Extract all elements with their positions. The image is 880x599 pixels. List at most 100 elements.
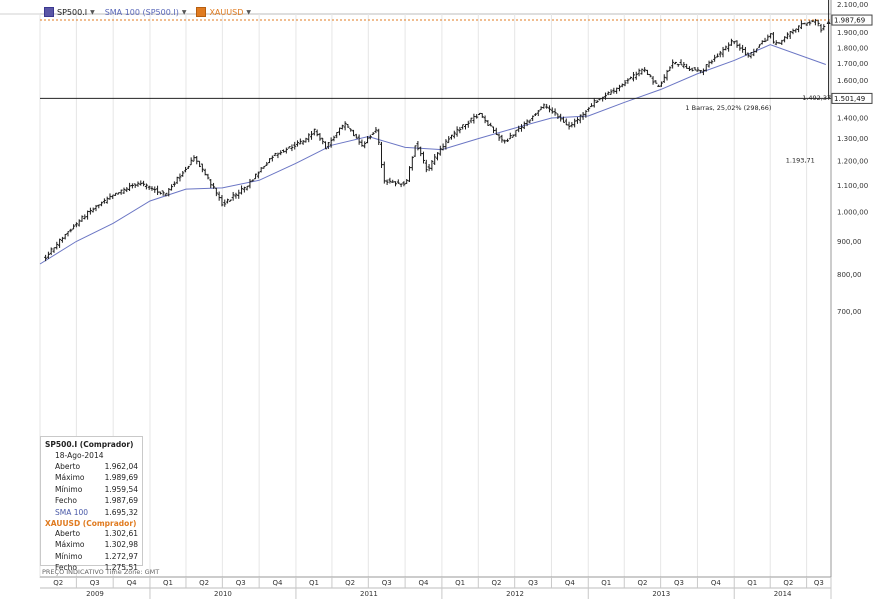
right-tick-label: 2.100,00	[837, 1, 868, 9]
tooltip-row: Máximo 1.302,98	[45, 539, 138, 550]
legend-sma-label: SMA 100 (SP500.I)	[104, 7, 179, 17]
tooltip-row-value: 1.695,32	[104, 507, 138, 517]
tooltip-row-label: Máximo	[55, 473, 85, 483]
right-tick-label: 1.400,00	[837, 114, 868, 122]
legend-sp500[interactable]: SP500.I ▼	[44, 7, 95, 17]
right-axis: 700,00 800,00 900,00 1.000,00 1.100,00 1.200,…	[837, 1, 868, 316]
year-label: 2013	[652, 590, 670, 598]
quarter-label: Q2	[783, 579, 793, 587]
quarter-label: Q1	[747, 579, 757, 587]
quarter-label: Q4	[273, 579, 284, 587]
quarter-label: Q3	[236, 579, 246, 587]
quarter-label: Q1	[455, 579, 465, 587]
tooltip-row: Fecho 1.275,51	[45, 562, 138, 573]
tooltip-row: Mínimo 1.272,97	[45, 551, 138, 562]
tooltip-row-value: 1.272,97	[104, 551, 138, 561]
right-tick-label: 1.600,00	[837, 77, 868, 85]
chevron-down-icon[interactable]: ▼	[181, 8, 187, 16]
annotation-label: 1.492,37	[802, 94, 831, 102]
x-axis: Q2 Q3 Q4 Q1 Q2 Q3 Q4 Q1 Q2 Q3 Q4 Q1 Q2 Q3 Q4 Q1 Q2 Q3 Q4 Q1…	[40, 576, 832, 599]
tooltip-row: Mínimo 1.959,54	[45, 484, 138, 495]
tooltip-date: 18-Ago-2014	[55, 451, 104, 460]
right-tick-label: 1.900,00	[837, 29, 868, 37]
grid	[39, 14, 808, 577]
tooltip-gold-title: XAUUSD (Comprador)	[45, 519, 137, 529]
chart-legend: SP500.I ▼ SMA 100 (SP500.I) ▼ XAUUSD ▼	[44, 4, 251, 20]
tooltip-row: Fecho 1.987,69	[45, 495, 138, 506]
plot-area	[39, 13, 832, 578]
legend-sma[interactable]: SMA 100 (SP500.I) ▼	[105, 8, 187, 17]
tooltip-row: Aberto 1.302,61	[45, 528, 138, 539]
sp500-series	[44, 18, 826, 262]
quarter-label: Q1	[309, 579, 319, 587]
tooltip-row: Aberto 1.962,04	[45, 461, 138, 472]
legend-sp500-label: SP500.I	[57, 7, 88, 17]
footnote: PREÇO INDICATIVO Time Zone: GMT	[42, 568, 160, 576]
year-label: 2009	[86, 590, 104, 598]
tooltip-row-value: 1.989,69	[104, 473, 138, 483]
tooltip-row-label: Máximo	[55, 540, 85, 550]
legend-gold[interactable]: XAUUSD ▼	[196, 7, 251, 17]
right-tick-label: 1.100,00	[837, 182, 868, 190]
right-tick-label: 1.300,00	[837, 135, 868, 143]
tooltip-row-label: Mínimo	[55, 551, 83, 561]
right-tick-label: 800,00	[837, 271, 862, 279]
right-tick-label: 900,00	[837, 238, 862, 246]
right-tick-label: 1.800,00	[837, 44, 868, 52]
tooltip-row-label: Fecho	[55, 496, 77, 506]
quarter-label: Q3	[674, 579, 684, 587]
quarter-label: Q2	[492, 579, 502, 587]
tooltip-row-value: 1.959,54	[104, 484, 138, 494]
quarter-label: Q2	[345, 579, 355, 587]
legend-gold-label: XAUUSD	[209, 7, 244, 17]
quarter-label: Q1	[163, 579, 173, 587]
tooltip-sp500-title: SP500.I (Comprador)	[45, 440, 134, 449]
chart-bars-icon	[44, 7, 54, 17]
chevron-down-icon[interactable]: ▼	[246, 8, 251, 16]
tooltip-row-label: Fecho	[55, 563, 77, 573]
quarter-label: Q2	[199, 579, 209, 587]
right-tick-label: 1.200,00	[837, 158, 868, 166]
chevron-down-icon[interactable]: ▼	[90, 8, 95, 16]
tooltip-row-label: Mínimo	[55, 484, 83, 494]
year-label: 2010	[214, 590, 232, 598]
quarter-label: Q4	[419, 579, 430, 587]
crosshair-tooltip: SP500.I (Comprador) 18-Ago-2014 Aberto 1.…	[40, 436, 143, 572]
quarter-label: Q3	[90, 579, 100, 587]
tooltip-row-value: 1.302,98	[104, 540, 138, 550]
right-tick-label: 1.700,00	[837, 60, 868, 68]
price-flag-label: 1.987,69	[834, 17, 865, 25]
right-tick-label: 700,00	[837, 308, 862, 316]
tooltip-row-value: 1.962,04	[104, 462, 138, 471]
quarter-label: Q3	[528, 579, 538, 587]
quarter-label: Q1	[601, 579, 611, 587]
chart-bars-icon	[196, 7, 207, 17]
right-tick-label: 1.000,00	[837, 208, 868, 216]
annotation-label: 1 Barras, 25,02% (298,66)	[685, 104, 771, 112]
year-label: 2014	[774, 590, 792, 598]
quarter-label: Q4	[711, 579, 722, 587]
tooltip-row-label: Aberto	[55, 462, 81, 471]
quarter-label: Q3	[814, 579, 824, 587]
annotation-label: 1.193,71	[786, 156, 815, 164]
annotations: 1.501,491.076,451.987,691.492,371 Barras…	[40, 0, 873, 164]
year-label: 2012	[506, 590, 524, 598]
quarter-label: Q2	[637, 579, 647, 587]
tooltip-row-value: 1.987,69	[104, 496, 138, 506]
quarter-label: Q4	[565, 579, 576, 587]
tooltip-row-value: 1.302,61	[104, 529, 138, 539]
tooltip-row-label: SMA 100	[55, 507, 89, 517]
tooltip-row-label: Aberto	[55, 529, 81, 539]
tooltip-sma-row: SMA 100 1.695,32	[45, 507, 138, 518]
measure-arrow	[826, 20, 831, 25]
price-flag	[831, 92, 873, 104]
quarter-label: Q3	[382, 579, 392, 587]
tooltip-row-value: 1.275,51	[104, 563, 138, 573]
tooltip-row: Máximo 1.989,69	[45, 472, 138, 483]
price-flag-label: 1.501,49	[834, 95, 865, 103]
quarter-label: Q4	[127, 579, 138, 587]
price-flag	[831, 14, 873, 26]
quarter-label: Q2	[53, 579, 63, 587]
year-label: 2011	[360, 590, 378, 598]
